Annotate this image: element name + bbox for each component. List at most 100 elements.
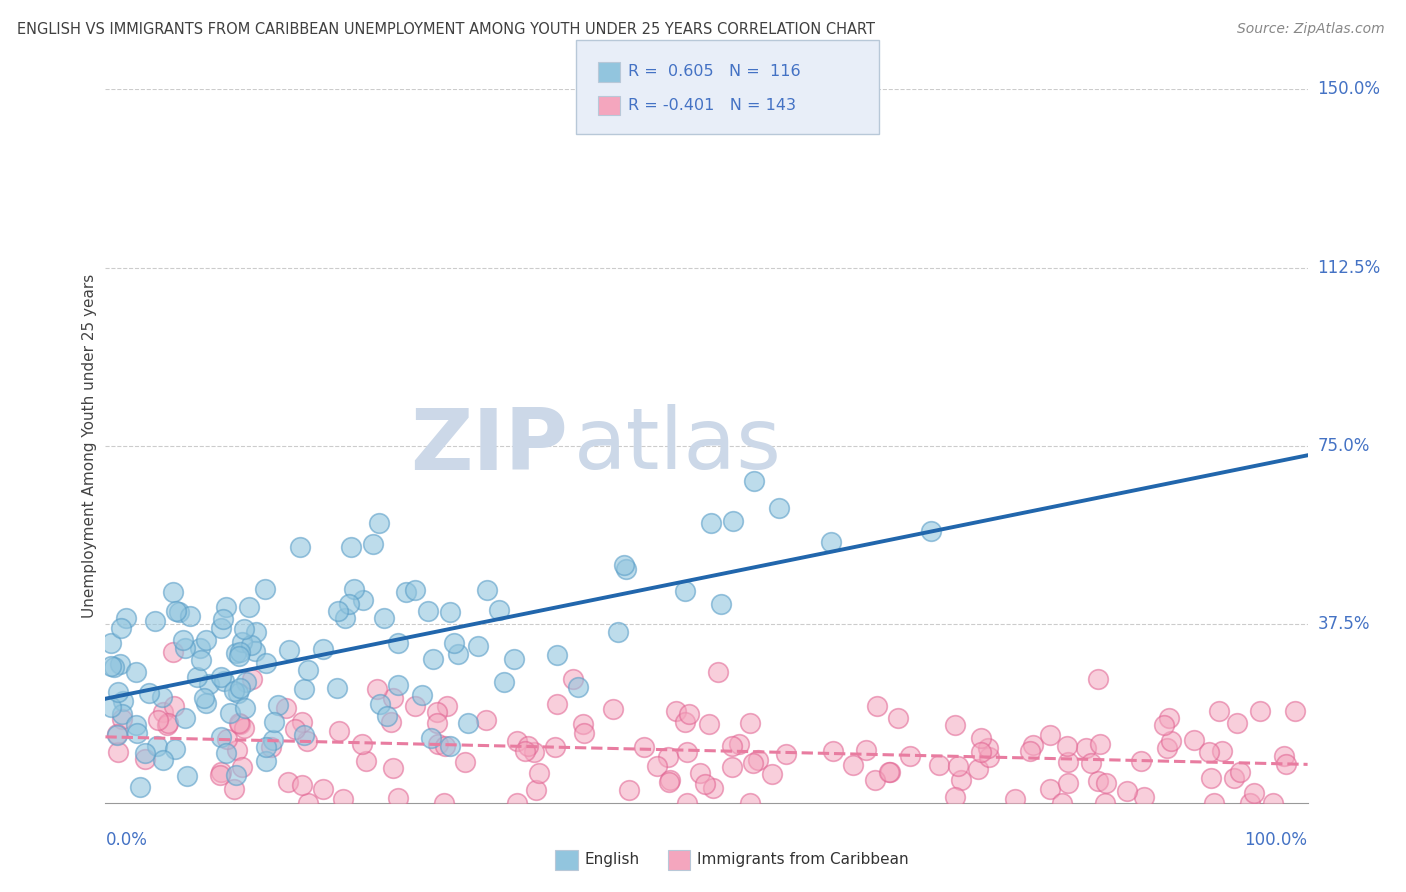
Point bbox=[1243, 786, 1265, 800]
Point bbox=[678, 706, 700, 721]
Point bbox=[1263, 796, 1285, 810]
Point bbox=[411, 688, 433, 702]
Point bbox=[1088, 737, 1111, 751]
Point bbox=[506, 796, 529, 810]
Point bbox=[426, 716, 449, 731]
Text: ZIP: ZIP bbox=[411, 404, 568, 488]
Point bbox=[179, 608, 201, 623]
Point bbox=[422, 652, 444, 666]
Point bbox=[212, 612, 235, 626]
Point bbox=[225, 767, 247, 781]
Point bbox=[229, 681, 252, 695]
Point bbox=[156, 718, 179, 732]
Point bbox=[693, 777, 716, 791]
Point bbox=[111, 694, 134, 708]
Point bbox=[382, 761, 405, 775]
Point bbox=[215, 746, 238, 760]
Point bbox=[231, 760, 253, 774]
Point bbox=[707, 665, 730, 680]
Point bbox=[382, 691, 405, 706]
Point bbox=[1057, 755, 1080, 769]
Point bbox=[720, 760, 742, 774]
Point bbox=[488, 602, 510, 616]
Point bbox=[879, 764, 901, 779]
Point bbox=[820, 534, 842, 549]
Point bbox=[375, 709, 398, 723]
Point bbox=[138, 686, 160, 700]
Point bbox=[277, 774, 299, 789]
Point bbox=[1057, 776, 1080, 790]
Point bbox=[208, 768, 231, 782]
Point bbox=[172, 632, 194, 647]
Point bbox=[245, 625, 267, 640]
Point bbox=[240, 638, 263, 652]
Point bbox=[546, 648, 568, 663]
Point bbox=[292, 682, 315, 697]
Point bbox=[676, 745, 699, 759]
Text: Source: ZipAtlas.com: Source: ZipAtlas.com bbox=[1237, 22, 1385, 37]
Point bbox=[433, 739, 456, 754]
Point bbox=[676, 796, 699, 810]
Point bbox=[702, 780, 724, 795]
Point bbox=[395, 584, 418, 599]
Point bbox=[233, 722, 256, 736]
Point bbox=[1272, 749, 1295, 764]
Point bbox=[143, 614, 166, 628]
Point bbox=[297, 663, 319, 677]
Point bbox=[920, 524, 942, 538]
Point bbox=[863, 773, 886, 788]
Point bbox=[427, 737, 450, 751]
Point bbox=[1153, 718, 1175, 732]
Point bbox=[127, 725, 149, 739]
Point bbox=[229, 644, 252, 658]
Point bbox=[125, 665, 148, 679]
Point bbox=[543, 739, 565, 754]
Point bbox=[295, 733, 318, 747]
Text: Immigrants from Caribbean: Immigrants from Caribbean bbox=[697, 853, 910, 867]
Point bbox=[232, 622, 254, 636]
Point bbox=[263, 715, 285, 730]
Point bbox=[254, 754, 277, 768]
Point bbox=[240, 672, 263, 686]
Point bbox=[373, 611, 395, 625]
Point bbox=[238, 599, 260, 614]
Point bbox=[602, 702, 624, 716]
Point bbox=[433, 796, 456, 810]
Point bbox=[658, 775, 681, 789]
Point bbox=[946, 758, 969, 772]
Point bbox=[502, 652, 524, 666]
Point bbox=[297, 796, 319, 810]
Point bbox=[527, 765, 550, 780]
Point bbox=[100, 700, 122, 714]
Point bbox=[416, 604, 439, 618]
Point bbox=[439, 605, 461, 619]
Point bbox=[659, 772, 682, 787]
Point bbox=[887, 711, 910, 725]
Point bbox=[633, 739, 655, 754]
Point bbox=[977, 740, 1000, 755]
Point bbox=[1211, 744, 1233, 758]
Point bbox=[254, 656, 277, 670]
Point bbox=[689, 765, 711, 780]
Point bbox=[100, 658, 122, 673]
Point bbox=[1202, 796, 1225, 810]
Point bbox=[193, 691, 215, 706]
Point bbox=[215, 599, 238, 614]
Point bbox=[110, 621, 132, 635]
Point bbox=[100, 636, 122, 650]
Point bbox=[212, 674, 235, 689]
Point bbox=[1198, 745, 1220, 759]
Point bbox=[1226, 716, 1249, 731]
Point bbox=[209, 765, 232, 780]
Point bbox=[254, 740, 277, 755]
Point bbox=[231, 634, 253, 648]
Point bbox=[163, 699, 186, 714]
Point bbox=[195, 696, 218, 710]
Point bbox=[233, 701, 256, 715]
Point bbox=[312, 782, 335, 797]
Point bbox=[128, 780, 150, 795]
Point bbox=[436, 698, 458, 713]
Point bbox=[115, 611, 138, 625]
Point bbox=[710, 597, 733, 611]
Point bbox=[228, 649, 250, 664]
